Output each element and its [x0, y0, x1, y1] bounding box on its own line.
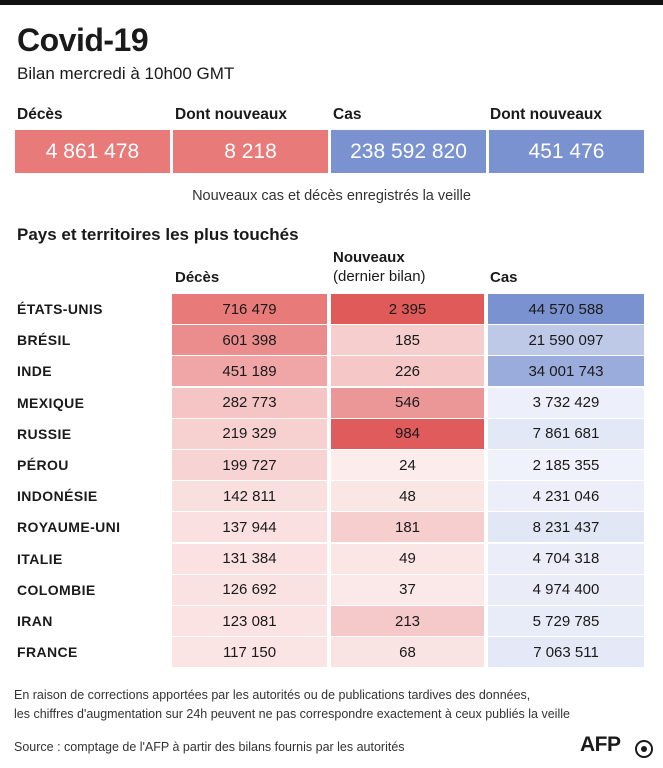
new-deaths-cell: 49	[331, 543, 484, 574]
country-label: FRANCE	[17, 644, 78, 661]
new-deaths-cell: 37	[331, 574, 484, 605]
deaths-cell: 199 727	[172, 450, 327, 480]
summary-note: Nouveaux cas et décès enregistrés la vei…	[192, 188, 471, 204]
deaths-cell: 123 081	[172, 606, 327, 636]
cases-cell: 7 861 681	[488, 418, 644, 449]
new-deaths-cell: 68	[331, 637, 484, 668]
cases-cell: 21 590 097	[488, 325, 644, 356]
country-label: ROYAUME-UNI	[17, 519, 121, 536]
table-row: MEXIQUE 282 773 546 3 732 429	[0, 387, 663, 418]
column-header-cases: Cas	[490, 269, 518, 286]
new-deaths-cell: 181	[331, 512, 484, 543]
footnote-line1: En raison de corrections apportées par l…	[14, 688, 531, 702]
deaths-cell: 601 398	[172, 325, 327, 356]
new-deaths-cell: 185	[331, 325, 484, 356]
cases-cell: 4 704 318	[488, 543, 644, 574]
afp-logo-mark-icon	[635, 740, 653, 758]
cases-cell: 8 231 437	[488, 512, 644, 543]
deaths-cell: 282 773	[172, 387, 327, 418]
new-deaths-cell: 546	[331, 387, 484, 418]
summary-value-new-deaths: 8 218	[173, 130, 328, 173]
table-row: COLOMBIE 126 692 37 4 974 400	[0, 574, 663, 605]
summary-label-deaths: Décès	[17, 106, 63, 123]
table-row: ITALIE 131 384 49 4 704 318	[0, 543, 663, 574]
table-row: INDONÉSIE 142 811 48 4 231 046	[0, 481, 663, 512]
summary-value-deaths: 4 861 478	[15, 130, 170, 173]
summary-label-new-cases: Dont nouveaux	[490, 106, 602, 123]
country-label: ITALIE	[17, 550, 63, 567]
new-deaths-cell: 984	[331, 418, 484, 449]
country-label: ÉTATS-UNIS	[17, 301, 103, 317]
table-row: ROYAUME-UNI 137 944 181 8 231 437	[0, 512, 663, 543]
deaths-cell: 716 479	[172, 294, 327, 324]
country-label: COLOMBIE	[17, 581, 96, 598]
page-subtitle: Bilan mercredi à 10h00 GMT	[17, 64, 235, 83]
deaths-cell: 117 150	[172, 637, 327, 668]
cases-cell: 4 974 400	[488, 574, 644, 605]
summary-label-new-deaths: Dont nouveaux	[175, 106, 287, 123]
afp-logo: AFP	[580, 733, 621, 756]
table-row: RUSSIE 219 329 984 7 861 681	[0, 418, 663, 449]
cases-cell: 2 185 355	[488, 450, 644, 480]
new-deaths-cell: 24	[331, 450, 484, 480]
deaths-cell: 219 329	[172, 418, 327, 449]
country-label: PÉROU	[17, 457, 69, 473]
cases-cell: 3 732 429	[488, 387, 644, 418]
table-row: PÉROU 199 727 24 2 185 355	[0, 450, 663, 480]
summary-label-cases: Cas	[333, 106, 362, 123]
column-header-new-line1: Nouveaux	[333, 249, 405, 266]
deaths-cell: 131 384	[172, 543, 327, 574]
country-label: INDONÉSIE	[17, 488, 98, 505]
column-header-deaths: Décès	[175, 269, 220, 286]
table-row: INDE 451 189 226 34 001 743	[0, 356, 663, 387]
summary-value-cases: 238 592 820	[331, 130, 486, 173]
page-title: Covid-19	[17, 22, 149, 58]
country-label: RUSSIE	[17, 425, 72, 442]
cases-cell: 44 570 588	[488, 294, 644, 324]
table-title: Pays et territoires les plus touchés	[17, 225, 299, 244]
column-header-new-line2: (dernier bilan)	[333, 268, 426, 285]
summary-value-new-cases: 451 476	[489, 130, 644, 173]
deaths-cell: 142 811	[172, 481, 327, 512]
cases-cell: 5 729 785	[488, 606, 644, 636]
table-row: FRANCE 117 150 68 7 063 511	[0, 637, 663, 668]
deaths-cell: 451 189	[172, 356, 327, 387]
table-row: ÉTATS-UNIS 716 479 2 395 44 570 588	[0, 294, 663, 324]
footnote: En raison de corrections apportées par l…	[14, 686, 570, 724]
country-label: IRAN	[17, 613, 53, 629]
cases-cell: 34 001 743	[488, 356, 644, 387]
new-deaths-cell: 2 395	[331, 294, 484, 324]
deaths-cell: 126 692	[172, 574, 327, 605]
country-label: INDE	[17, 363, 53, 380]
country-label: MEXIQUE	[17, 394, 85, 411]
top-rule	[0, 0, 663, 5]
table-row: IRAN 123 081 213 5 729 785	[0, 606, 663, 636]
cases-cell: 4 231 046	[488, 481, 644, 512]
new-deaths-cell: 48	[331, 481, 484, 512]
column-header-new: Nouveaux (dernier bilan)	[333, 248, 426, 286]
source-text: Source : comptage de l'AFP à partir des …	[14, 740, 405, 754]
country-label: BRÉSIL	[17, 332, 71, 349]
footnote-line2: les chiffres d'augmentation sur 24h peuv…	[14, 707, 570, 721]
new-deaths-cell: 213	[331, 606, 484, 636]
new-deaths-cell: 226	[331, 356, 484, 387]
table-row: BRÉSIL 601 398 185 21 590 097	[0, 325, 663, 356]
deaths-cell: 137 944	[172, 512, 327, 543]
cases-cell: 7 063 511	[488, 637, 644, 668]
